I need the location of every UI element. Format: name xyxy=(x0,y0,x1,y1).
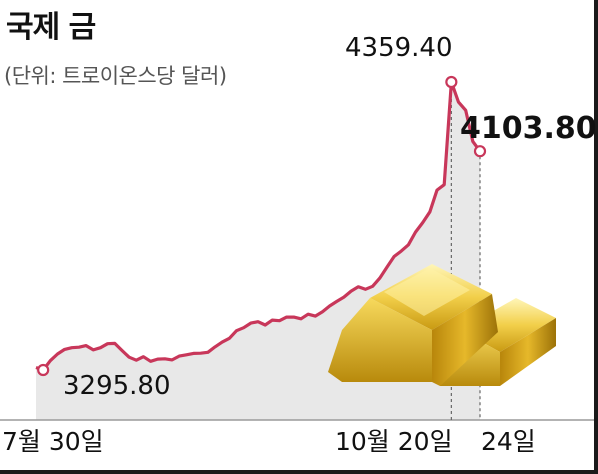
last-value-label: 4103.80 xyxy=(460,111,597,146)
peak-point-marker xyxy=(445,75,458,89)
x-label-peak: 10월 20일 xyxy=(335,427,453,456)
x-label-start: 7월 30일 xyxy=(2,427,104,456)
gold-bars-illustration xyxy=(328,264,556,386)
start-point-marker xyxy=(37,363,50,377)
last-point-marker xyxy=(473,145,487,158)
peak-value-label: 4359.40 xyxy=(345,33,453,63)
chart-title: 국제 금 xyxy=(6,10,96,45)
x-label-last: 24일 xyxy=(481,427,536,456)
chart-subtitle: (단위: 트로이온스당 달러) xyxy=(4,64,227,88)
price-line xyxy=(35,80,482,372)
start-value-label: 3295.80 xyxy=(63,371,171,401)
